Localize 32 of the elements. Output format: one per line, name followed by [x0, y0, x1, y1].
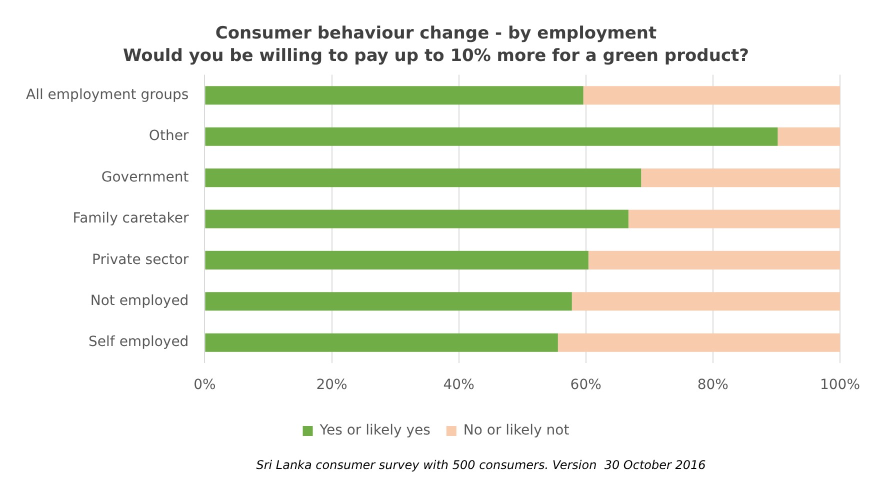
x-tick-label: 20% — [316, 377, 348, 394]
x-tick-label: 80% — [697, 377, 728, 394]
y-tick-label: Family caretaker — [72, 210, 189, 227]
bar — [205, 333, 558, 352]
x-tick-label: 40% — [443, 377, 474, 394]
chart-title: Consumer behaviour change - by employment — [215, 24, 657, 44]
text: Sri Lanka consumer survey with 500 consumers. Version 30 October 2016 — [256, 458, 706, 472]
bar — [583, 86, 840, 105]
bar — [628, 210, 840, 228]
bar — [778, 127, 840, 146]
x-tick-label: 100% — [820, 377, 860, 394]
x-tick-label: 60% — [570, 377, 602, 394]
bar — [205, 127, 778, 146]
bar — [205, 168, 642, 188]
bar — [572, 292, 840, 311]
legend-label: Yes or likely yes — [318, 422, 430, 439]
chart-subtitle: Would you be willing to pay up to 10% more for a green product? — [122, 46, 750, 66]
y-tick-label: All employment groups — [26, 87, 189, 104]
y-tick-label: Private sector — [92, 252, 189, 268]
y-tick-label: Self employed — [88, 334, 189, 350]
y-tick-label: Not employed — [90, 293, 189, 310]
bar — [205, 210, 628, 228]
bar — [641, 168, 840, 188]
x-tick-label: 0% — [194, 377, 216, 394]
y-tick-label: Government — [101, 169, 190, 186]
bar — [205, 86, 584, 105]
bar — [205, 250, 588, 270]
bar — [558, 333, 840, 352]
y-tick-label: Other — [148, 128, 189, 144]
bar — [588, 250, 840, 270]
bar — [205, 292, 572, 311]
legend-label: No or likely not — [463, 422, 570, 439]
